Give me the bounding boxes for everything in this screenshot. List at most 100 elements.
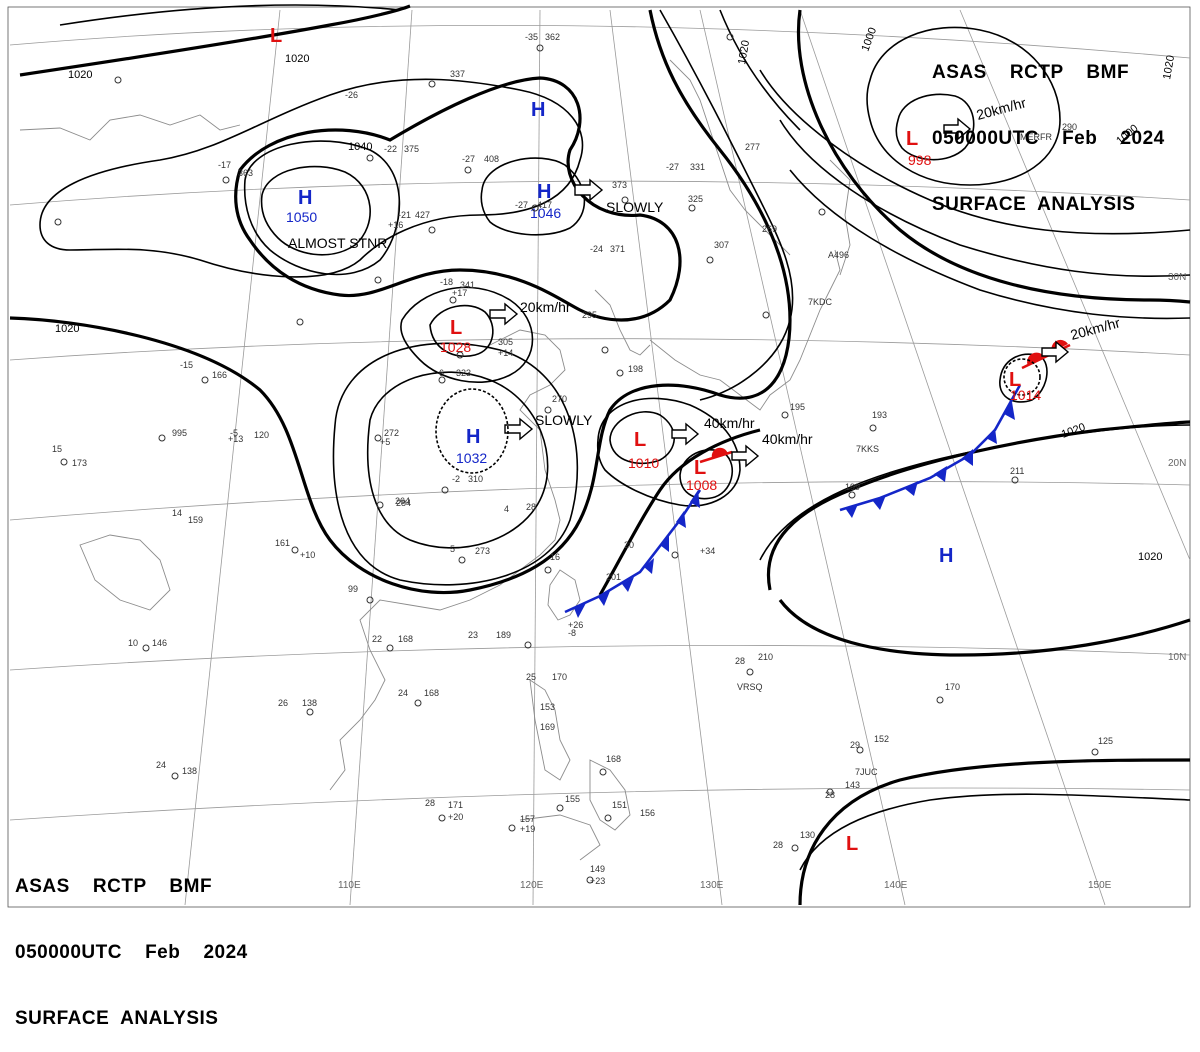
chart-header-top: ASAS RCTP BMF 050000UTC Feb 2024 SURFACE… bbox=[932, 18, 1165, 238]
station-value: -8 bbox=[568, 628, 576, 638]
station-value: 22 bbox=[372, 634, 382, 644]
high-pressure-symbol: H bbox=[298, 187, 312, 209]
station-value: 125 bbox=[1098, 736, 1113, 746]
system-movement: 20km/hr bbox=[520, 299, 571, 315]
station-value: -24 bbox=[590, 244, 603, 254]
system-movement: SLOWLY bbox=[606, 199, 664, 215]
station-value: MERFR bbox=[1020, 132, 1052, 142]
station-value: 373 bbox=[612, 180, 627, 190]
chart-header-line2: 050000UTC Feb 2024 bbox=[932, 128, 1165, 149]
longitude-label: 130E bbox=[700, 880, 724, 891]
station-value: 375 bbox=[404, 144, 419, 154]
station-value: 20 bbox=[624, 540, 634, 550]
station-value: -27 bbox=[515, 200, 528, 210]
station-value: 363 bbox=[238, 168, 253, 178]
station-value: 156 bbox=[640, 808, 655, 818]
station-value: +20 bbox=[448, 812, 463, 822]
high-pressure-value: 1050 bbox=[286, 209, 317, 225]
weather-map: 1020 1020 1020 1040 1000 1000 1020 1020 … bbox=[7, 4, 1191, 908]
station-value: 99 bbox=[348, 584, 358, 594]
latitude-label: 20N bbox=[1168, 458, 1186, 469]
high-pressure-symbol: H bbox=[537, 181, 551, 203]
station-value: 7JUC bbox=[855, 767, 878, 777]
chart-header-line3: SURFACE ANALYSIS bbox=[932, 194, 1136, 215]
system-circles bbox=[435, 358, 1041, 474]
isobar-label: 1020 bbox=[55, 323, 79, 335]
high-pressure-value: 1032 bbox=[456, 450, 487, 466]
coastlines bbox=[19, 59, 851, 861]
station-value: 28 bbox=[526, 502, 536, 512]
station-value: A496 bbox=[828, 250, 849, 260]
isobar-label: 1020 bbox=[736, 39, 752, 65]
station-value: 193 bbox=[872, 410, 887, 420]
station-value: 28 bbox=[425, 798, 435, 808]
isobar-label: 1020 bbox=[1161, 54, 1177, 80]
station-value: 23 bbox=[468, 630, 478, 640]
chart-header-line1: ASAS RCTP BMF bbox=[15, 876, 213, 897]
station-value: 199 bbox=[845, 482, 860, 492]
isobar-label: 1020 bbox=[68, 69, 92, 81]
station-value: 159 bbox=[188, 515, 203, 525]
station-value: 130 bbox=[800, 830, 815, 840]
cold-front bbox=[564, 384, 1022, 618]
station-value: 29 bbox=[850, 740, 860, 750]
station-value: 14 bbox=[172, 508, 182, 518]
station-value: 284 bbox=[396, 498, 411, 508]
system-movement: ALMOST STNR bbox=[288, 235, 387, 251]
station-value: 295 bbox=[582, 310, 597, 320]
longitude-label: 120E bbox=[520, 880, 544, 891]
station-value: 157 bbox=[520, 814, 535, 824]
station-value: 995 bbox=[172, 428, 187, 438]
station-value: -2 bbox=[452, 474, 460, 484]
station-value: +5 bbox=[380, 437, 390, 447]
station-value: 120 bbox=[254, 430, 269, 440]
station-value: 337 bbox=[450, 69, 465, 79]
station-value: 198 bbox=[628, 364, 643, 374]
station-value: -5 bbox=[230, 428, 238, 438]
station-value: 151 bbox=[612, 800, 627, 810]
station-value: +17 bbox=[452, 288, 467, 298]
station-value: +16 bbox=[388, 220, 403, 230]
station-value: -15 bbox=[180, 360, 193, 370]
station-value: 189 bbox=[496, 630, 511, 640]
station-value: 28 bbox=[825, 790, 835, 800]
axis-labels: 110E 120E 130E 140E 150E 30N 20N 10N bbox=[338, 272, 1186, 891]
station-value: 28 bbox=[735, 656, 745, 666]
low-pressure-value: 1010 bbox=[628, 455, 659, 471]
station-value: -35 bbox=[525, 32, 538, 42]
station-value: 323 bbox=[456, 368, 471, 378]
station-value: -17 bbox=[218, 160, 231, 170]
station-value: 16 bbox=[550, 552, 560, 562]
station-value: 305 bbox=[498, 337, 513, 347]
station-value: 152 bbox=[874, 734, 889, 744]
station-value: 408 bbox=[484, 154, 499, 164]
station-value: 7KKS bbox=[856, 444, 879, 454]
station-value: 195 bbox=[790, 402, 805, 412]
station-value: 201 bbox=[606, 572, 621, 582]
station-value: -22 bbox=[384, 144, 397, 154]
station-value: 149 bbox=[590, 864, 605, 874]
station-value: 7KDC bbox=[808, 297, 833, 307]
station-value: 211 bbox=[1010, 466, 1024, 476]
isobars-thick bbox=[9, 4, 1191, 906]
station-value: 269 bbox=[762, 224, 777, 234]
low-pressure-symbol: L bbox=[694, 457, 706, 479]
longitude-label: 140E bbox=[884, 880, 908, 891]
low-pressure-symbol: L bbox=[1009, 369, 1021, 391]
low-pressure-symbol: L bbox=[634, 429, 646, 451]
station-value: -18 bbox=[440, 277, 453, 287]
system-movement: 40km/hr bbox=[704, 415, 755, 431]
low-pressure-value: 1008 bbox=[686, 477, 717, 493]
station-value: 290 bbox=[1062, 122, 1077, 132]
station-value: 307 bbox=[714, 240, 729, 250]
station-value: 277 bbox=[745, 142, 760, 152]
isobar-label: 1020 bbox=[1138, 551, 1162, 563]
station-plots: -35 362 -26 337 -22 375 -27 408 -27 417 … bbox=[52, 32, 1113, 886]
low-pressure-symbol: L bbox=[450, 317, 462, 339]
longitude-label: 110E bbox=[338, 880, 361, 891]
station-value: 155 bbox=[565, 794, 580, 804]
station-value: 26 bbox=[278, 698, 288, 708]
station-value: 272 bbox=[384, 428, 399, 438]
station-value: 171 bbox=[448, 800, 463, 810]
station-value: 138 bbox=[182, 766, 197, 776]
